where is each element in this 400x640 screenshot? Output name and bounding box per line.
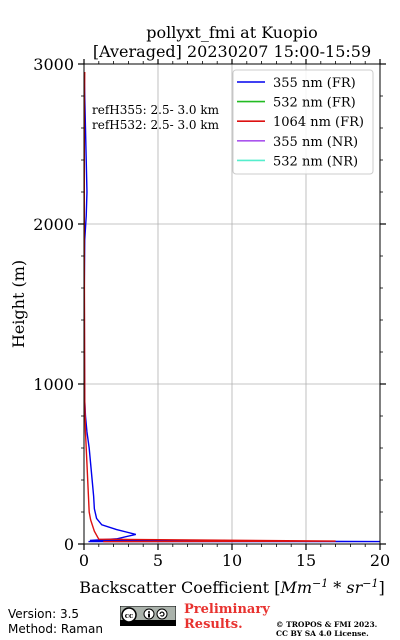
legend: 355 nm (FR) 532 nm (FR) 1064 nm (FR) 355 nm…	[232, 69, 374, 175]
x-axis-label: Backscatter Coefficient [Mm−1 * sr−1]	[79, 577, 384, 597]
x-tick-label: 15	[296, 551, 316, 570]
preliminary-notice: Preliminary Results.	[184, 602, 270, 632]
y-tick-label: 3000	[33, 55, 74, 74]
copyright-line2: CC BY SA 4.0 License.	[276, 629, 369, 638]
y-axis-label: Height (m)	[9, 260, 28, 348]
legend-label: 532 nm (FR)	[273, 96, 356, 111]
legend-label: 1064 nm (FR)	[273, 115, 364, 130]
x-tick-label: 10	[222, 551, 242, 570]
ref-annotation-355: refH355: 2.5- 3.0 km	[92, 103, 220, 117]
y-tick-label: 2000	[33, 215, 74, 234]
method-text: Method: Raman	[8, 622, 103, 636]
chart-subtitle: [Averaged] 20230207 15:00-15:59	[93, 42, 371, 61]
ref-annotation-532: refH532: 2.5- 3.0 km	[92, 118, 220, 132]
legend-label: 355 nm (NR)	[273, 135, 358, 150]
svg-text:cc: cc	[125, 611, 134, 620]
copyright-line1: © TROPOS & FMI 2023.	[276, 620, 378, 629]
legend-label: 355 nm (FR)	[273, 76, 356, 91]
version-text: Version: 3.5	[8, 607, 80, 621]
y-tick-label: 1000	[33, 375, 74, 394]
cc-license-badge: cc	[120, 606, 176, 626]
axis-ticks: 0 5 10 15 20 0 1000 2000 3000	[33, 55, 390, 570]
sa-icon	[156, 608, 168, 620]
preliminary-line1: Preliminary	[184, 602, 270, 617]
legend-label: 532 nm (NR)	[273, 154, 358, 169]
y-tick-label: 0	[64, 535, 74, 554]
preliminary-line2: Results.	[184, 617, 243, 632]
copyright-notice: © TROPOS & FMI 2023. CC BY SA 4.0 Licens…	[276, 620, 377, 638]
backscatter-chart: pollyxt_fmi at Kuopio [Averaged] 2023020…	[9, 23, 390, 597]
x-tick-label: 5	[153, 551, 163, 570]
x-tick-label: 20	[370, 551, 390, 570]
series-line-0	[84, 71, 380, 543]
legend-box	[232, 69, 374, 175]
chart-title: pollyxt_fmi at Kuopio	[146, 23, 317, 42]
x-tick-label: 0	[79, 551, 89, 570]
footer-info: Version: 3.5 Method: Raman	[8, 607, 103, 637]
cc-icon	[121, 607, 137, 623]
